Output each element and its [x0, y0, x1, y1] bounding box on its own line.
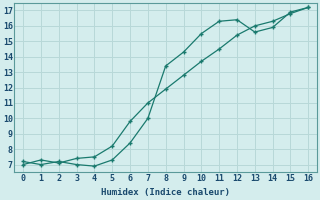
X-axis label: Humidex (Indice chaleur): Humidex (Indice chaleur)	[101, 188, 230, 197]
